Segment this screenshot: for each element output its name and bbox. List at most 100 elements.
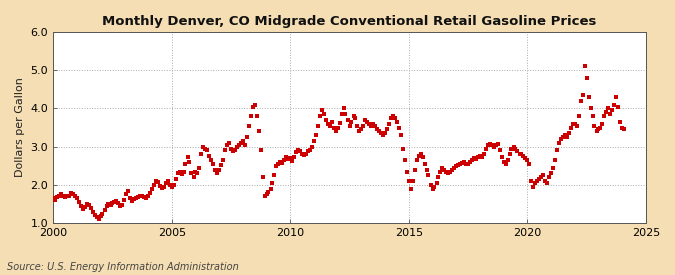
Point: [133, 195, 144, 199]
Point: [558, 135, 568, 139]
Point: [251, 114, 262, 118]
Point: [85, 206, 96, 210]
Point: [522, 158, 533, 162]
Point: [287, 159, 298, 163]
Point: [166, 185, 177, 189]
Point: [244, 123, 254, 128]
Point: [172, 171, 183, 176]
Point: [534, 177, 545, 182]
Point: [328, 125, 339, 130]
Point: [165, 183, 176, 187]
Point: [265, 186, 276, 191]
Point: [261, 192, 272, 197]
Point: [445, 169, 456, 174]
Point: [538, 173, 549, 178]
Point: [387, 114, 398, 118]
Point: [50, 198, 61, 202]
Point: [506, 146, 517, 151]
Point: [121, 192, 132, 197]
Point: [58, 193, 69, 198]
Point: [526, 179, 537, 183]
Point: [360, 118, 371, 122]
Point: [55, 192, 66, 197]
Point: [275, 160, 286, 164]
Point: [68, 192, 78, 197]
Point: [204, 154, 215, 158]
Point: [142, 193, 153, 198]
Point: [279, 158, 290, 162]
Point: [389, 116, 400, 120]
Point: [364, 122, 375, 126]
Point: [253, 129, 264, 134]
Point: [202, 148, 213, 153]
Point: [196, 152, 207, 156]
Point: [379, 131, 390, 136]
Point: [453, 163, 464, 167]
Point: [425, 183, 436, 187]
Point: [381, 127, 392, 132]
Point: [65, 191, 76, 196]
Point: [107, 201, 118, 205]
Point: [601, 110, 612, 114]
Point: [494, 148, 505, 153]
Point: [358, 123, 369, 128]
Point: [115, 204, 126, 208]
Point: [291, 150, 302, 155]
Point: [427, 186, 438, 191]
Point: [475, 154, 485, 158]
Point: [455, 162, 466, 166]
Point: [271, 164, 282, 168]
Point: [210, 167, 221, 172]
Point: [148, 183, 159, 187]
Point: [221, 142, 232, 147]
Point: [411, 158, 422, 162]
Point: [468, 156, 479, 160]
Point: [560, 133, 570, 138]
Point: [607, 108, 618, 112]
Point: [514, 151, 525, 156]
Point: [571, 123, 582, 128]
Point: [144, 191, 155, 196]
Point: [512, 149, 522, 153]
Point: [319, 112, 329, 116]
Point: [242, 135, 252, 139]
Point: [346, 120, 357, 124]
Point: [342, 118, 353, 122]
Point: [404, 179, 414, 183]
Point: [352, 123, 362, 128]
Point: [322, 122, 333, 126]
Point: [127, 199, 138, 203]
Point: [611, 95, 622, 99]
Point: [326, 120, 337, 124]
Point: [605, 112, 616, 116]
Point: [508, 144, 519, 149]
Point: [619, 127, 630, 132]
Point: [91, 215, 102, 220]
Point: [170, 177, 181, 182]
Point: [78, 207, 88, 211]
Point: [140, 196, 151, 200]
Point: [591, 129, 602, 134]
Point: [378, 133, 389, 138]
Point: [613, 104, 624, 109]
Point: [310, 133, 321, 138]
Point: [599, 114, 610, 118]
Point: [315, 114, 325, 118]
Point: [186, 171, 197, 176]
Point: [370, 123, 381, 128]
Point: [402, 169, 412, 174]
Point: [283, 157, 294, 161]
Point: [472, 155, 483, 160]
Point: [281, 155, 292, 160]
Point: [206, 158, 217, 162]
Point: [298, 153, 309, 157]
Point: [573, 114, 584, 118]
Point: [491, 142, 502, 147]
Point: [396, 133, 406, 138]
Point: [435, 169, 446, 174]
Point: [95, 214, 106, 218]
Point: [317, 108, 327, 112]
Point: [138, 195, 149, 199]
Point: [609, 102, 620, 107]
Point: [245, 114, 256, 118]
